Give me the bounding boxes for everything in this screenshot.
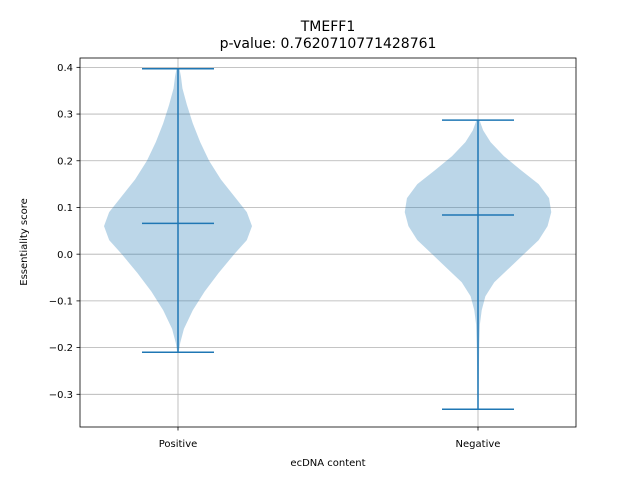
y-axis-label: Essentiality score bbox=[19, 198, 30, 286]
y-tick-label: 0.3 bbox=[57, 110, 73, 121]
y-tick-label: −0.2 bbox=[49, 343, 73, 354]
x-tick-label: Negative bbox=[456, 439, 501, 450]
plot-frame bbox=[79, 57, 577, 428]
y-tick-label: −0.3 bbox=[49, 390, 73, 401]
y-tick-label: −0.1 bbox=[49, 296, 73, 307]
y-tick-label: 0.4 bbox=[57, 63, 73, 74]
y-tick-label: 0.0 bbox=[57, 250, 73, 261]
chart-title: TMEFF1 bbox=[300, 19, 356, 35]
y-tick-label: 0.1 bbox=[57, 203, 73, 214]
x-tick-label: Positive bbox=[159, 439, 198, 450]
x-axis-label: ecDNA content bbox=[290, 458, 365, 469]
chart-subtitle: p-value: 0.7620710771428761 bbox=[220, 36, 437, 52]
violin-stat-lines bbox=[142, 67, 514, 411]
x-axis-ticks: Positive Negative bbox=[159, 427, 501, 450]
y-axis-ticks: −0.3 −0.2 −0.1 0.0 0.1 0.2 0.3 0.4 bbox=[49, 63, 80, 401]
y-tick-label: 0.2 bbox=[57, 156, 73, 167]
